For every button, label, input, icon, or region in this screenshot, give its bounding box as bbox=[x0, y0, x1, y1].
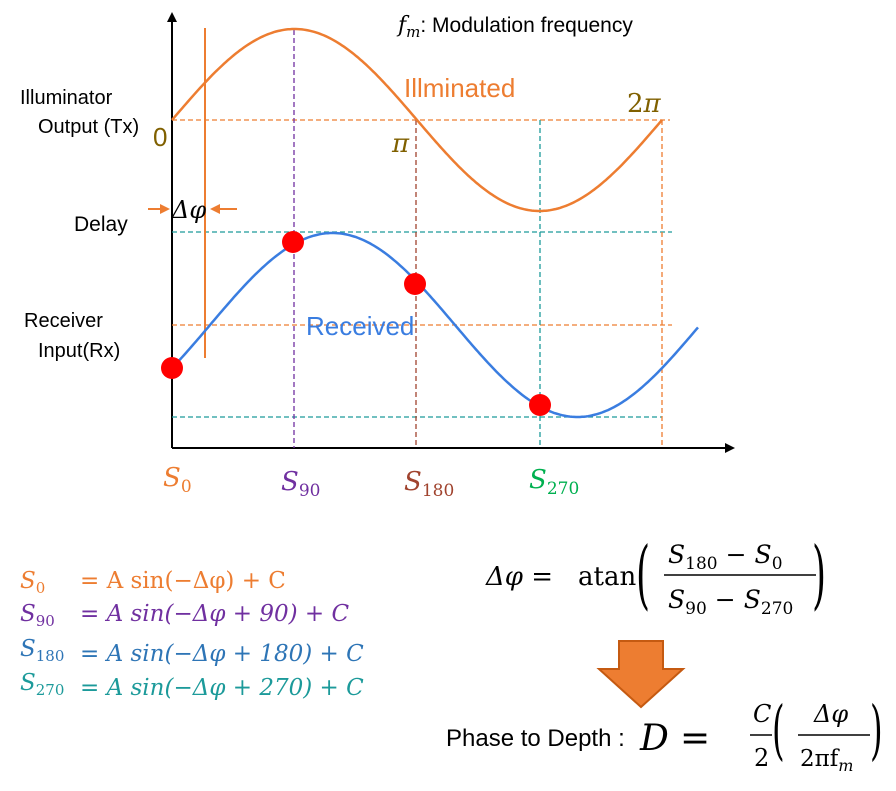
zero-label: 0 bbox=[153, 122, 167, 152]
svg-text:): ) bbox=[870, 693, 883, 769]
atan-formula: Δφ = atan ( S180− S0 S90− S270 ) bbox=[485, 530, 826, 619]
svg-text:): ) bbox=[812, 530, 826, 618]
svg-text:S180−S0: S180− S0 bbox=[668, 540, 783, 574]
fm-header: fm: Modulation frequency bbox=[396, 13, 633, 41]
svg-text:D: D bbox=[639, 718, 669, 759]
equation-s0: S0 = A sin(−Δφ) + C bbox=[20, 568, 286, 597]
equation-s90: S90 = A sin(−Δφ + 90) + C bbox=[20, 601, 349, 630]
svg-text:=: = bbox=[680, 718, 710, 759]
illuminated-label: Illminated bbox=[404, 73, 515, 103]
svg-text:2: 2 bbox=[754, 744, 769, 772]
two-pi-label: 2π bbox=[627, 89, 662, 119]
delta-phi-label: Δφ bbox=[171, 196, 206, 224]
svg-text:atan: atan bbox=[578, 562, 636, 592]
illuminator-label-1: Illuminator bbox=[20, 87, 113, 109]
sample-point-s90 bbox=[282, 231, 304, 253]
sample-point-s0 bbox=[161, 357, 183, 379]
x-label-s0: S0 bbox=[163, 463, 192, 497]
svg-text:Δφ =: Δφ = bbox=[485, 562, 553, 592]
x-label-s90: S90 bbox=[281, 467, 320, 501]
svg-text:(: ( bbox=[772, 693, 785, 769]
x-label-s270: S270 bbox=[529, 465, 579, 499]
svg-text:Phase to Depth :: Phase to Depth : bbox=[446, 725, 625, 752]
svg-text:C: C bbox=[753, 700, 771, 728]
delay-label: Delay bbox=[74, 213, 128, 236]
depth-formula: Phase to Depth : D = C 2 ( Δφ 2πfm ) bbox=[446, 693, 883, 775]
x-label-s180: S180 bbox=[404, 467, 454, 501]
svg-text:Δφ: Δφ bbox=[813, 700, 848, 728]
receiver-label-1: Receiver bbox=[24, 310, 103, 332]
svg-text:S90−S270: S90− S270 bbox=[668, 585, 793, 619]
equation-s270: S270 = A sin(−Δφ + 270) + C bbox=[20, 670, 364, 701]
svg-text:(: ( bbox=[636, 530, 650, 618]
equation-s180: S180 = A sin(−Δφ + 180) + C bbox=[20, 636, 364, 667]
pi-label: π bbox=[391, 129, 410, 159]
received-wave bbox=[171, 231, 699, 419]
received-label: Received bbox=[306, 311, 414, 341]
sample-point-s270 bbox=[529, 394, 551, 416]
illuminated-wave bbox=[171, 27, 663, 213]
illuminator-label-2: Output (Tx) bbox=[38, 116, 139, 138]
down-arrow-shape bbox=[596, 640, 686, 709]
sample-point-s180 bbox=[404, 273, 426, 295]
svg-text:2πfm: 2πfm bbox=[800, 746, 853, 775]
receiver-label-2: Input(Rx) bbox=[38, 340, 120, 362]
